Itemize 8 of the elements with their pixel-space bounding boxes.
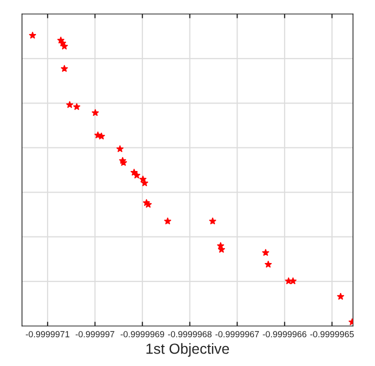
x-tick-label: -0.9999965 [310,331,354,338]
x-tick-label: -0.999997 [76,331,114,338]
x-tick-label: -0.9999966 [262,331,306,338]
x-tick-label: -0.9999971 [26,331,70,338]
x-tick-label: -0.9999968 [168,331,212,338]
x-axis-title: 1st Objective [146,343,229,357]
x-tick-label: -0.9999969 [120,331,164,338]
x-tick-label: -0.9999967 [215,331,259,338]
